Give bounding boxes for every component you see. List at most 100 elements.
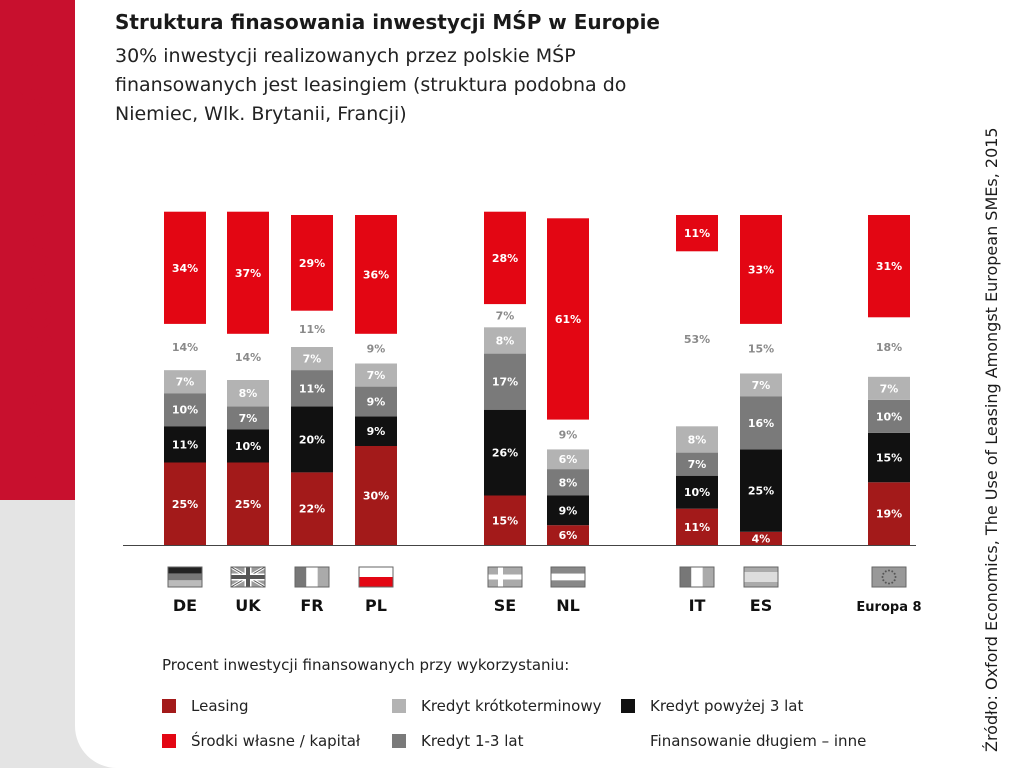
bar-segment-long_credit: [291, 406, 333, 473]
data-label: 25%: [235, 498, 261, 511]
data-label: 11%: [172, 438, 198, 451]
data-label: 53%: [684, 333, 710, 346]
bar-segment-mid_credit: [868, 399, 910, 433]
data-label: 17%: [492, 376, 518, 389]
stacked-bar-chart: 25% 11% 10% 7% 14% 34% DE 25% 10% 7% 8% 14% 37% UK 22%…: [123, 211, 922, 615]
data-label: 7%: [176, 376, 195, 389]
data-label: 11%: [684, 521, 710, 534]
data-label: 8%: [688, 433, 707, 446]
data-label: 10%: [172, 404, 198, 417]
data-label: 9%: [367, 425, 386, 438]
data-label: 11%: [299, 323, 325, 336]
x-tick-label: Europa 8: [856, 600, 921, 615]
data-label: 15%: [876, 452, 902, 465]
bar-segment-leasing: [547, 525, 589, 545]
bar-segment-equity: [868, 215, 910, 318]
x-tick-label: FR: [300, 596, 323, 615]
data-label: 7%: [752, 379, 771, 392]
data-label: 29%: [299, 257, 325, 270]
bar-segment-leasing: [484, 495, 526, 545]
data-label: 26%: [492, 447, 518, 460]
bar-segment-equity: [547, 218, 589, 420]
bar-segment-mid_credit: [547, 469, 589, 496]
side-tab: [0, 0, 78, 500]
flag-fr-icon: [294, 566, 330, 588]
data-label: 9%: [559, 428, 578, 441]
data-label: 7%: [880, 382, 899, 395]
data-label: 11%: [684, 227, 710, 240]
data-label: 25%: [748, 485, 774, 498]
bar-segment-short_credit: [868, 376, 910, 400]
bar-segment-long_credit: [868, 432, 910, 483]
bar-segment-mid_credit: [484, 353, 526, 410]
data-label: 15%: [748, 343, 774, 356]
data-label: 10%: [684, 486, 710, 499]
legend-label: Kredyt powyżej 3 lat: [650, 697, 804, 715]
data-label: 7%: [688, 458, 707, 471]
bar-segment-equity: [484, 211, 526, 305]
bar-segment-leasing: [676, 508, 718, 545]
bar-segment-equity: [676, 215, 718, 252]
bar-segment-other_debt: [164, 323, 206, 371]
data-label: 37%: [235, 267, 261, 280]
data-label: 14%: [235, 351, 261, 364]
legend-label: Kredyt krótkoterminowy: [421, 697, 602, 715]
legend-label: Finansowanie długiem – inne: [650, 732, 867, 750]
bar-segment-long_credit: [227, 429, 269, 463]
legend-swatch: [392, 699, 406, 713]
legend-label: Kredyt 1-3 lat: [421, 732, 524, 750]
bar-segment-leasing: [868, 482, 910, 545]
x-tick-label: ES: [750, 596, 772, 615]
data-label: 36%: [363, 268, 389, 281]
bar-segment-other_debt: [676, 251, 718, 427]
data-label: 34%: [172, 262, 198, 275]
data-label: 8%: [496, 334, 515, 347]
bar-segment-long_credit: [740, 449, 782, 532]
data-label: 6%: [559, 529, 578, 542]
legend-swatch: [162, 734, 176, 748]
data-label: 19%: [876, 508, 902, 521]
data-label: 6%: [559, 453, 578, 466]
data-label: 22%: [299, 503, 325, 516]
bar-segment-leasing: [355, 446, 397, 545]
legend-item-long_credit: Kredyt powyżej 3 lat: [621, 697, 803, 715]
x-tick-label: NL: [556, 596, 580, 615]
legend-label: Leasing: [191, 697, 249, 715]
bar-segment-other_debt: [484, 304, 526, 328]
flag-de-icon: [167, 566, 203, 588]
data-label: 31%: [876, 260, 902, 273]
x-tick-label: IT: [689, 596, 706, 615]
bar-segment-mid_credit: [164, 393, 206, 427]
data-label: 8%: [239, 387, 258, 400]
bar-segment-leasing: [740, 531, 782, 545]
bar-segment-mid_credit: [227, 406, 269, 430]
data-label: 20%: [299, 433, 325, 446]
bar-segment-mid_credit: [355, 386, 397, 417]
bar-segment-short_credit: [355, 363, 397, 387]
legend-swatch: [621, 699, 635, 713]
bar-segment-short_credit: [676, 426, 718, 453]
data-label: 18%: [876, 341, 902, 354]
bar-segment-other_debt: [227, 333, 269, 380]
data-label: 28%: [492, 252, 518, 265]
chart-title: Struktura finasowania inwestycji MŚP w E…: [115, 10, 660, 34]
bar-segment-short_credit: [484, 327, 526, 354]
bar-segment-mid_credit: [676, 452, 718, 476]
data-label: 61%: [555, 313, 581, 326]
bar-segment-other_debt: [291, 310, 333, 347]
bar-segment-short_credit: [291, 347, 333, 371]
data-label: 7%: [303, 353, 322, 366]
legend-item-mid_credit: Kredyt 1-3 lat: [392, 732, 523, 750]
data-label: 7%: [496, 310, 515, 323]
flag-uk-icon: [230, 565, 266, 589]
bar-segment-leasing: [164, 462, 206, 545]
legend-swatch: [162, 699, 176, 713]
legend-item-leasing: Leasing: [162, 697, 249, 715]
legend-item-other_debt: Finansowanie długiem – inne: [621, 732, 866, 750]
bar-segment-equity: [227, 211, 269, 334]
bar-segment-other_debt: [355, 333, 397, 364]
data-label: 9%: [559, 504, 578, 517]
flag-se-icon: [487, 566, 523, 588]
data-label: 7%: [239, 412, 258, 425]
data-label: 33%: [748, 263, 774, 276]
